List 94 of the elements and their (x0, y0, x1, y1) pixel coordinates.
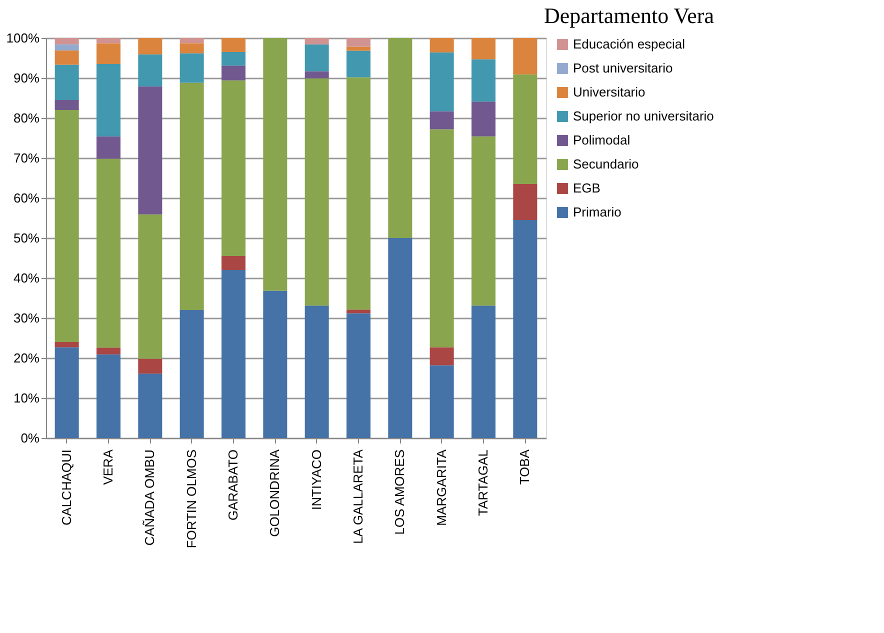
bar (472, 102, 496, 136)
x-tick-label: LOS AMORES (392, 449, 408, 535)
bar (54, 50, 79, 65)
bar (96, 64, 120, 136)
y-tick-label: 50% (13, 230, 40, 246)
bar (513, 74, 538, 184)
x-tick-label: CALCHAQUI (58, 450, 74, 526)
bar (222, 270, 246, 438)
legend-label: EGB (573, 180, 600, 196)
bar (430, 365, 454, 438)
legend-label: Educación especial (573, 36, 686, 52)
x-tick-label: GARABATO (226, 450, 240, 521)
bar (180, 310, 204, 438)
bar (54, 342, 79, 348)
legend-label: Post universitario (573, 60, 673, 76)
bar (304, 44, 329, 72)
bar (388, 38, 412, 238)
x-tick-label: CAÑADA OMBU (142, 450, 158, 546)
bar (96, 348, 120, 354)
bar (54, 100, 79, 110)
bar (346, 310, 370, 314)
x-tick-label: MARGARITA (434, 449, 449, 526)
text: Departamento Vera (544, 3, 714, 28)
bar (430, 129, 454, 348)
x-tick-label: VERA (100, 449, 116, 485)
bar (388, 238, 412, 438)
bar (138, 54, 162, 86)
y-tick-label: 60% (13, 190, 40, 206)
bar (430, 111, 454, 130)
y-tick-label: 40% (13, 270, 40, 286)
bar (222, 66, 246, 80)
bar (513, 38, 538, 74)
legend-label: Polimodal (573, 132, 630, 148)
y-tick-label: 80% (13, 110, 40, 126)
bar (222, 52, 246, 66)
bar (180, 53, 204, 83)
bar (138, 38, 162, 54)
legend-label: Universitario (573, 84, 646, 100)
bar (96, 43, 120, 64)
y-tick-label: 90% (13, 70, 40, 86)
bar (304, 71, 329, 78)
bar (304, 306, 329, 438)
bar (304, 38, 329, 44)
bar (430, 347, 454, 366)
bar (96, 158, 120, 348)
bar (54, 110, 79, 342)
x-tick-label: TARTAGAL (476, 450, 490, 516)
legend-label: Secundario (573, 156, 639, 172)
bar (138, 358, 162, 374)
bar (222, 38, 246, 52)
y-tick-label: 100% (6, 30, 40, 46)
bar (96, 38, 120, 44)
legend-label: Superior no universitario (573, 108, 714, 124)
bar (346, 46, 370, 51)
x-tick-label: TOBA (517, 449, 532, 485)
bar (54, 38, 79, 44)
bar (472, 136, 496, 306)
x-tick-label: INTIYACO (308, 450, 324, 510)
bar (222, 80, 246, 256)
bar (513, 184, 538, 220)
bar (346, 50, 370, 78)
y-tick-label: 20% (13, 350, 40, 366)
y-tick-label: 70% (13, 150, 40, 166)
bar (180, 38, 204, 44)
bar (304, 78, 329, 306)
bar (430, 38, 454, 52)
bar (263, 38, 288, 291)
bar (222, 256, 246, 270)
bar (472, 306, 496, 438)
bar (96, 354, 120, 438)
legend-label: Primario (573, 204, 622, 220)
bar (430, 52, 454, 112)
x-tick-label: GOLONDRINA (267, 449, 282, 537)
y-tick-label: 0% (20, 430, 40, 446)
bar (138, 86, 162, 214)
bar (138, 374, 162, 438)
bar (54, 347, 79, 438)
bar (96, 136, 120, 159)
bar (263, 290, 288, 438)
bar (54, 44, 79, 50)
x-tick-label: FORTIN OLMOS (184, 449, 199, 548)
bar (346, 77, 370, 310)
x-tick-label: LA GALLARETA (350, 449, 366, 544)
y-tick-label: 10% (13, 390, 40, 406)
bar (346, 313, 370, 438)
bar (54, 64, 79, 100)
y-tick-label: 30% (13, 310, 40, 326)
bar (472, 38, 496, 60)
bar (138, 214, 162, 359)
bar (472, 59, 496, 102)
bar (180, 43, 204, 54)
bar (180, 82, 204, 310)
bar (346, 38, 370, 47)
bar (513, 220, 538, 438)
